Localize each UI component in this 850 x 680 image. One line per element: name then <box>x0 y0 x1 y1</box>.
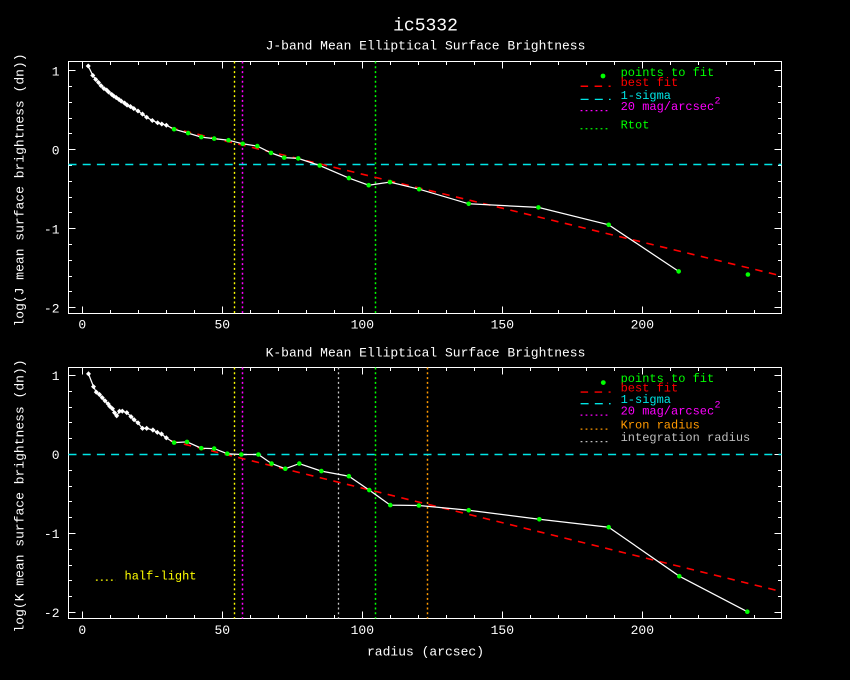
svg-text:0: 0 <box>78 623 86 638</box>
svg-text:200: 200 <box>631 623 654 638</box>
svg-text:-1: -1 <box>44 527 60 542</box>
svg-text:Rtot: Rtot <box>621 118 650 132</box>
svg-text:integration radius: integration radius <box>621 431 751 445</box>
svg-text:-1: -1 <box>44 222 60 237</box>
svg-text:radius (arcsec): radius (arcsec) <box>367 645 484 660</box>
svg-text:20 mag/arcsec: 20 mag/arcsec <box>621 100 715 114</box>
svg-text:0: 0 <box>52 448 60 463</box>
svg-text:0: 0 <box>52 143 60 158</box>
svg-text:points to fit: points to fit <box>621 66 715 80</box>
svg-text:-2: -2 <box>44 606 60 621</box>
svg-text:50: 50 <box>214 623 230 638</box>
svg-text:log(J mean surface brightness: log(J mean surface brightness (dn)) <box>13 53 28 326</box>
svg-text:100: 100 <box>351 623 374 638</box>
svg-text:log(K mean surface brightness: log(K mean surface brightness (dn)) <box>13 359 28 632</box>
svg-text:points to fit: points to fit <box>621 372 715 386</box>
svg-text:Kron radius: Kron radius <box>621 419 700 433</box>
svg-text:1-sigma: 1-sigma <box>621 89 671 103</box>
svg-text:1-sigma: 1-sigma <box>621 393 671 407</box>
svg-text:150: 150 <box>491 623 514 638</box>
svg-text:K-band Mean Elliptical Surface: K-band Mean Elliptical Surface Brightnes… <box>266 346 586 361</box>
svg-text:J-band Mean Elliptical Surface: J-band Mean Elliptical Surface Brightnes… <box>266 39 586 54</box>
svg-text:2: 2 <box>715 97 721 108</box>
svg-text:150: 150 <box>491 318 514 333</box>
svg-text:half-light: half-light <box>125 570 197 584</box>
svg-text:20 mag/arcsec: 20 mag/arcsec <box>621 405 715 419</box>
svg-text:50: 50 <box>214 318 230 333</box>
svg-text:2: 2 <box>715 401 721 412</box>
svg-text:best fit: best fit <box>621 76 679 90</box>
svg-text:0: 0 <box>78 318 86 333</box>
svg-text:-2: -2 <box>44 301 60 316</box>
svg-text:1: 1 <box>52 64 60 79</box>
svg-text:ic5332: ic5332 <box>393 17 458 37</box>
svg-text:1: 1 <box>52 369 60 384</box>
svg-text:200: 200 <box>631 318 654 333</box>
svg-text:100: 100 <box>351 318 374 333</box>
svg-text:best fit: best fit <box>621 382 679 396</box>
